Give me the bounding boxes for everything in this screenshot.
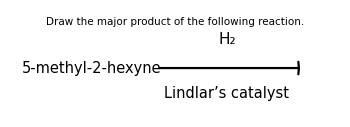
Text: 5-methyl-2-hexyne: 5-methyl-2-hexyne <box>21 61 161 76</box>
Text: Draw the major product of the following reaction.: Draw the major product of the following … <box>47 17 305 27</box>
Text: H₂: H₂ <box>218 32 236 47</box>
Text: Lindlar’s catalyst: Lindlar’s catalyst <box>164 86 289 101</box>
